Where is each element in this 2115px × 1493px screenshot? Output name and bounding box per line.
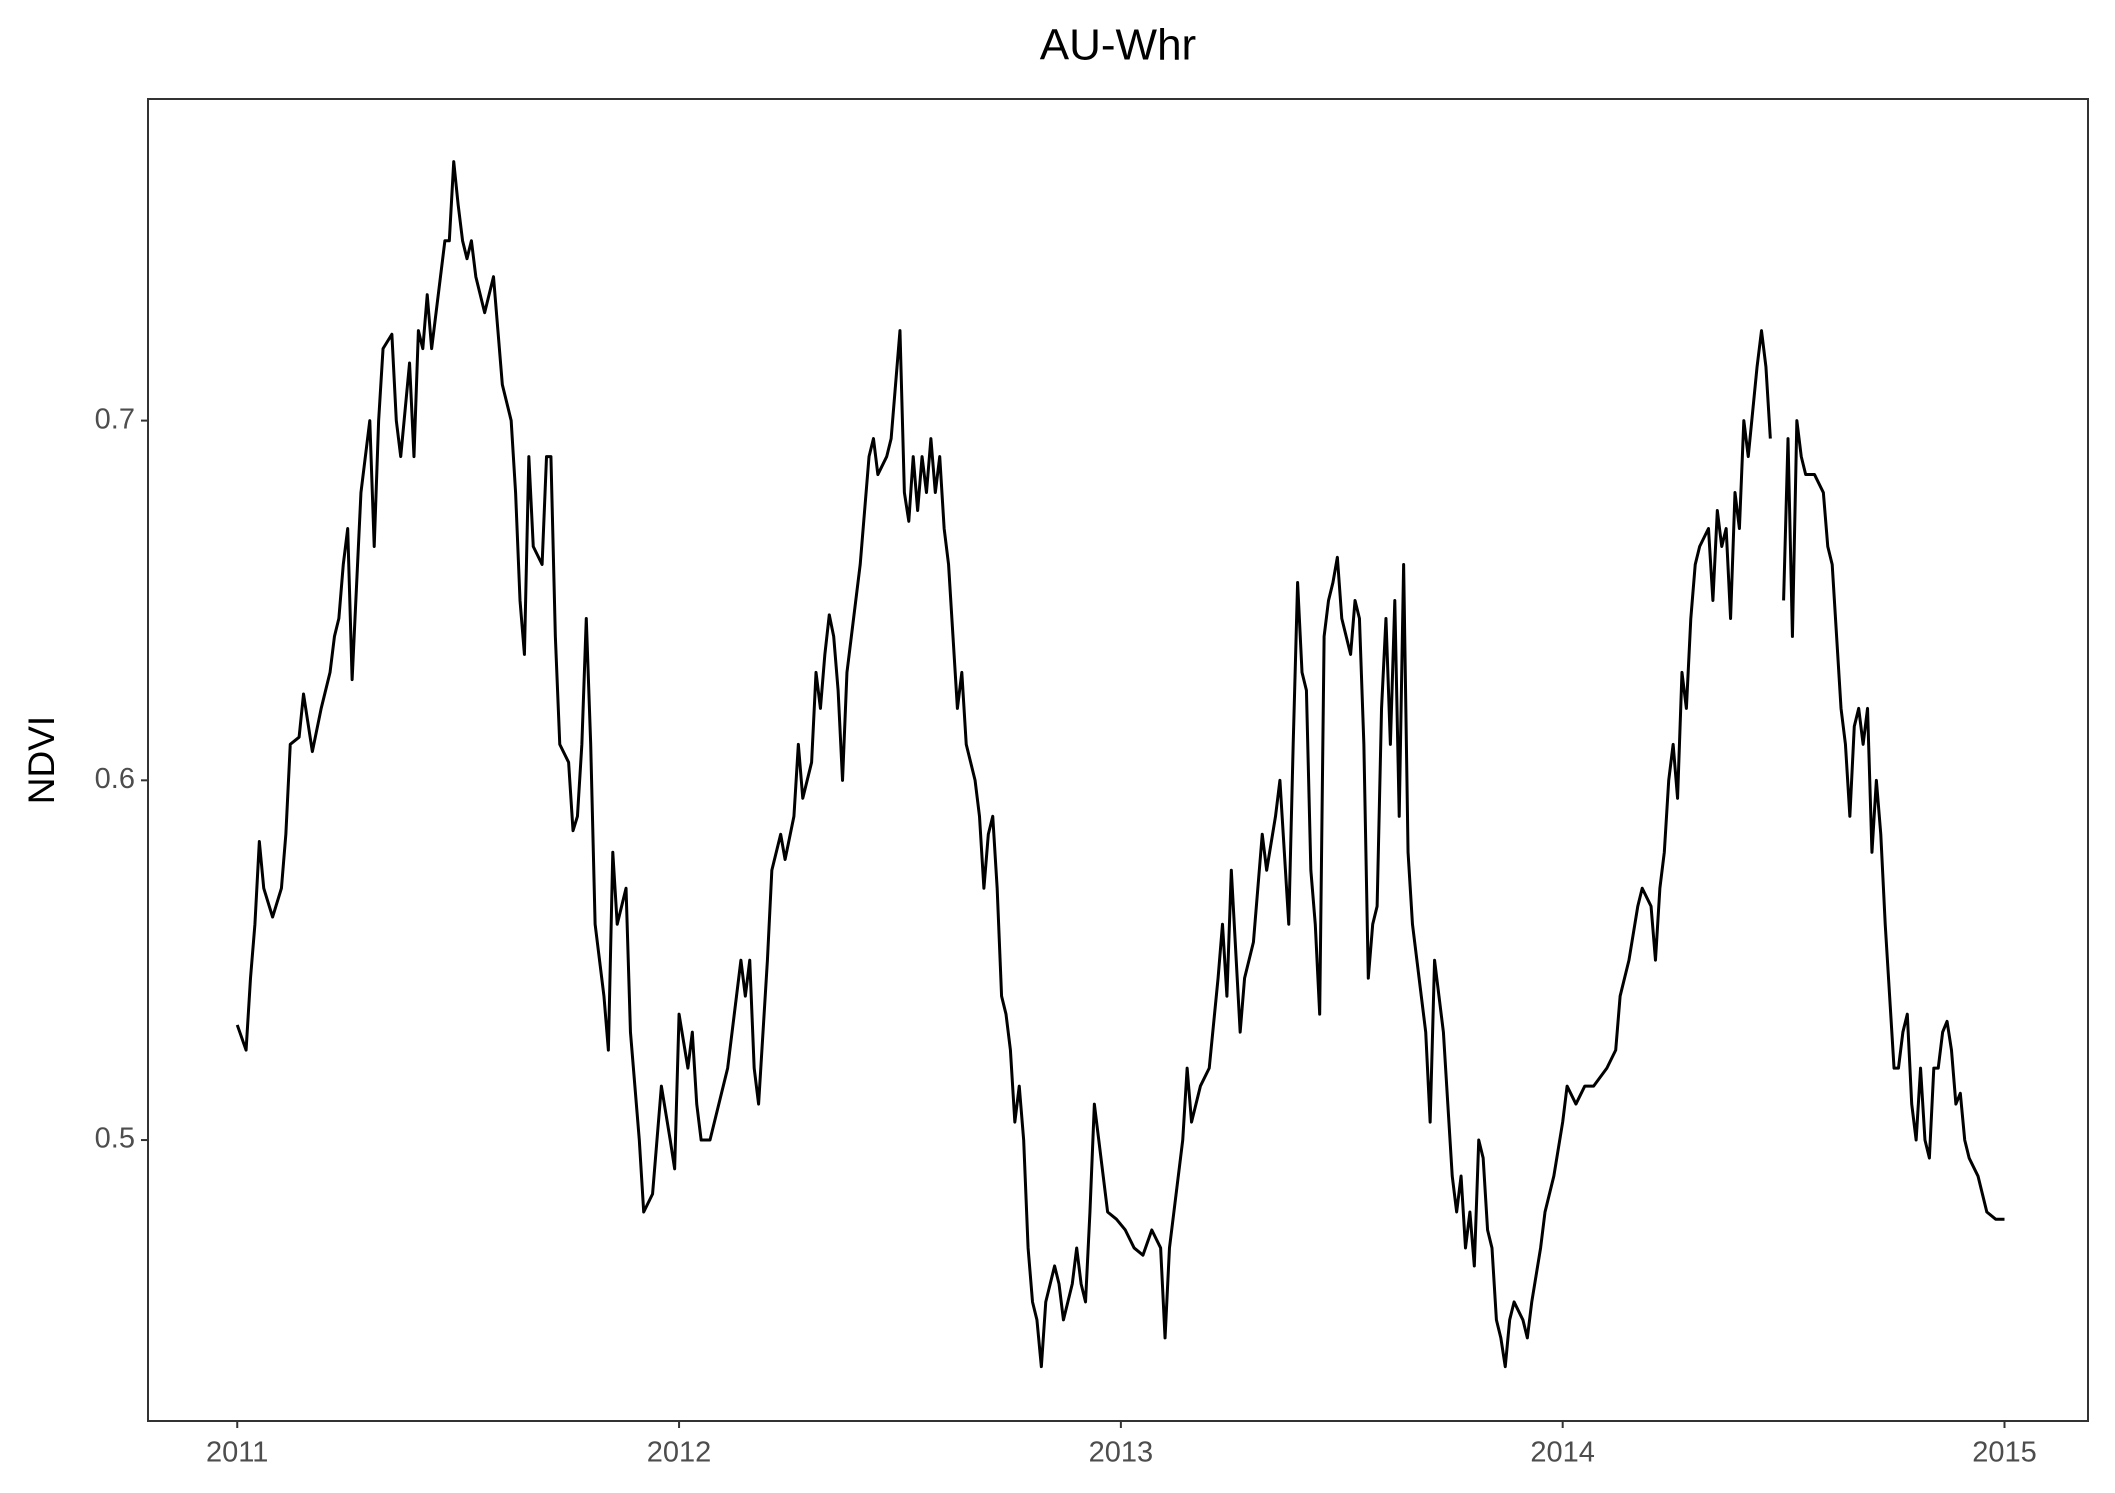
y-tick-label: 0.5: [95, 1123, 135, 1155]
x-tick-label: 2014: [1530, 1437, 1595, 1469]
x-tick-label: 2015: [1972, 1437, 2037, 1469]
plot-border: [147, 98, 2089, 1422]
y-tick-label: 0.6: [95, 763, 135, 795]
y-tick-label: 0.7: [95, 403, 135, 435]
x-tick-label: 2013: [1089, 1437, 1154, 1469]
x-tick-label: 2012: [647, 1437, 712, 1469]
chart-title: AU-Whr: [1040, 21, 1196, 70]
y-axis-label: NDVI: [21, 716, 62, 804]
data-line: [235, 160, 1772, 1369]
data-line: [1782, 419, 2005, 1221]
x-tick-label: 2011: [206, 1437, 268, 1469]
